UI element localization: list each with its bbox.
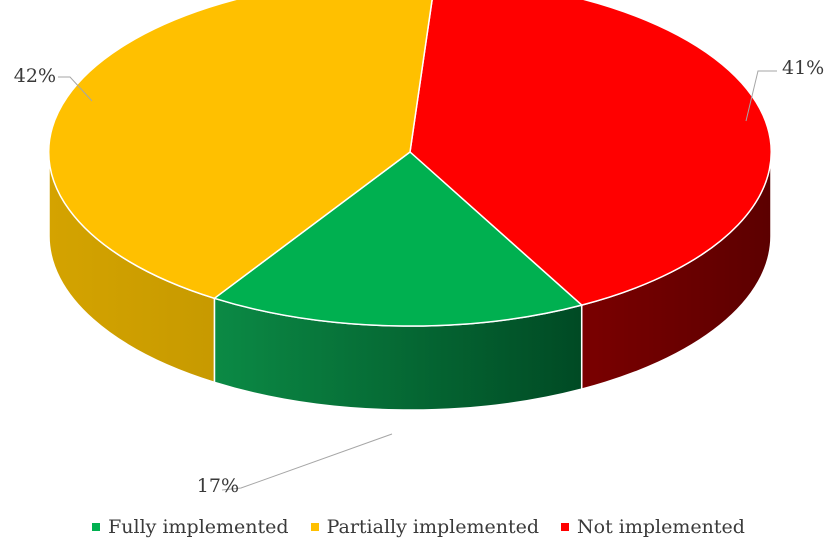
legend-label-fully: Fully implemented — [108, 516, 289, 538]
legend-label-partially: Partially implemented — [326, 516, 540, 538]
legend-swatch-fully — [92, 523, 101, 531]
data-label-fully: 17% — [197, 475, 239, 497]
legend-swatch-partially — [310, 523, 319, 531]
data-label-partially: 42% — [14, 65, 56, 87]
pie-slice-partially — [47, 0, 433, 300]
data-label-not: 41% — [782, 57, 824, 79]
pie-slice-not — [409, 0, 772, 306]
leader-lines — [58, 70, 777, 491]
data-labels: 17% 42% 41% — [14, 57, 824, 497]
pie-slice-fully — [212, 151, 584, 327]
leader-line-partially — [58, 76, 93, 102]
legend-label-not: Not implemented — [577, 516, 745, 538]
legend-item-fully: Fully implemented — [92, 516, 289, 538]
leader-line-fully — [221, 433, 393, 491]
legend-swatch-not — [561, 523, 570, 531]
pie-tops — [47, 0, 772, 327]
legend: Fully implemented Partially implemented No… — [0, 516, 837, 538]
legend-item-not: Not implemented — [561, 516, 745, 538]
legend-item-partially: Partially implemented — [310, 516, 540, 538]
leader-line-not — [745, 70, 777, 122]
